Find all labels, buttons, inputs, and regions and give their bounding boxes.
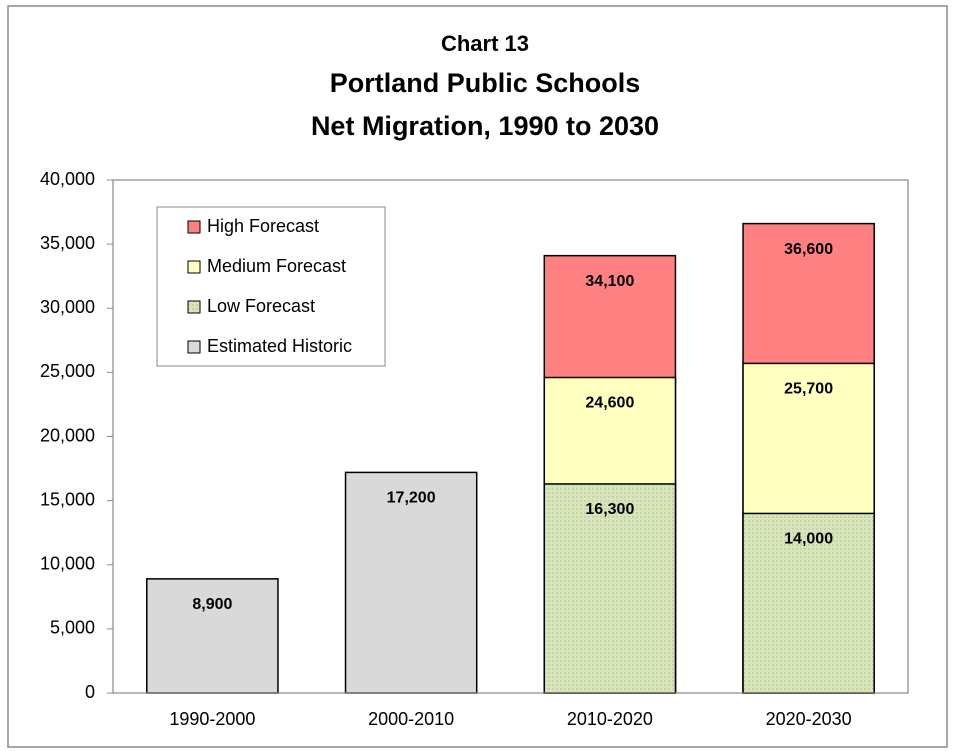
chart-title: Chart 13 bbox=[441, 31, 529, 56]
bar bbox=[146, 578, 279, 694]
x-tick-label: 2000-2010 bbox=[368, 709, 454, 729]
value-label: 25,700 bbox=[784, 381, 833, 398]
legend-swatch bbox=[187, 340, 201, 354]
legend-swatch bbox=[187, 220, 201, 234]
legend-label: High Forecast bbox=[207, 216, 319, 236]
value-label: 34,100 bbox=[585, 273, 634, 290]
y-tick-label: 40,000 bbox=[40, 169, 95, 189]
y-tick-label: 20,000 bbox=[40, 425, 95, 445]
chart-title: Net Migration, 1990 to 2030 bbox=[311, 111, 659, 141]
legend-swatch bbox=[187, 300, 201, 314]
value-label: 24,600 bbox=[585, 395, 634, 412]
legend-label: Medium Forecast bbox=[207, 256, 346, 276]
legend-label: Estimated Historic bbox=[207, 336, 352, 356]
y-tick-label: 30,000 bbox=[40, 297, 95, 317]
x-tick-label: 2010-2020 bbox=[567, 709, 653, 729]
chart-title: Portland Public Schools bbox=[330, 68, 641, 98]
value-label: 8,900 bbox=[192, 596, 232, 613]
y-tick-label: 35,000 bbox=[40, 233, 95, 253]
legend-items: High Forecast Medium Forecast Low Forecast… bbox=[187, 216, 352, 356]
legend-label: Low Forecast bbox=[207, 296, 315, 316]
x-tick-label: 1990-2000 bbox=[169, 709, 255, 729]
value-label: 36,600 bbox=[784, 241, 833, 258]
legend-swatch bbox=[187, 260, 201, 274]
value-label: 16,300 bbox=[585, 501, 634, 518]
bar bbox=[543, 483, 677, 694]
y-tick-label: 0 bbox=[85, 682, 95, 702]
y-tick-label: 10,000 bbox=[40, 554, 95, 574]
value-label: 17,200 bbox=[387, 490, 436, 507]
bars bbox=[146, 222, 875, 694]
x-tick-label: 2020-2030 bbox=[766, 709, 852, 729]
y-tick-label: 5,000 bbox=[50, 618, 95, 638]
y-tick-label: 15,000 bbox=[40, 489, 95, 509]
value-label: 14,000 bbox=[784, 531, 833, 548]
y-tick-label: 25,000 bbox=[40, 361, 95, 381]
labels: 34,100 36,600 24,600 25,700 16,300 14,000 8,90… bbox=[192, 241, 833, 613]
